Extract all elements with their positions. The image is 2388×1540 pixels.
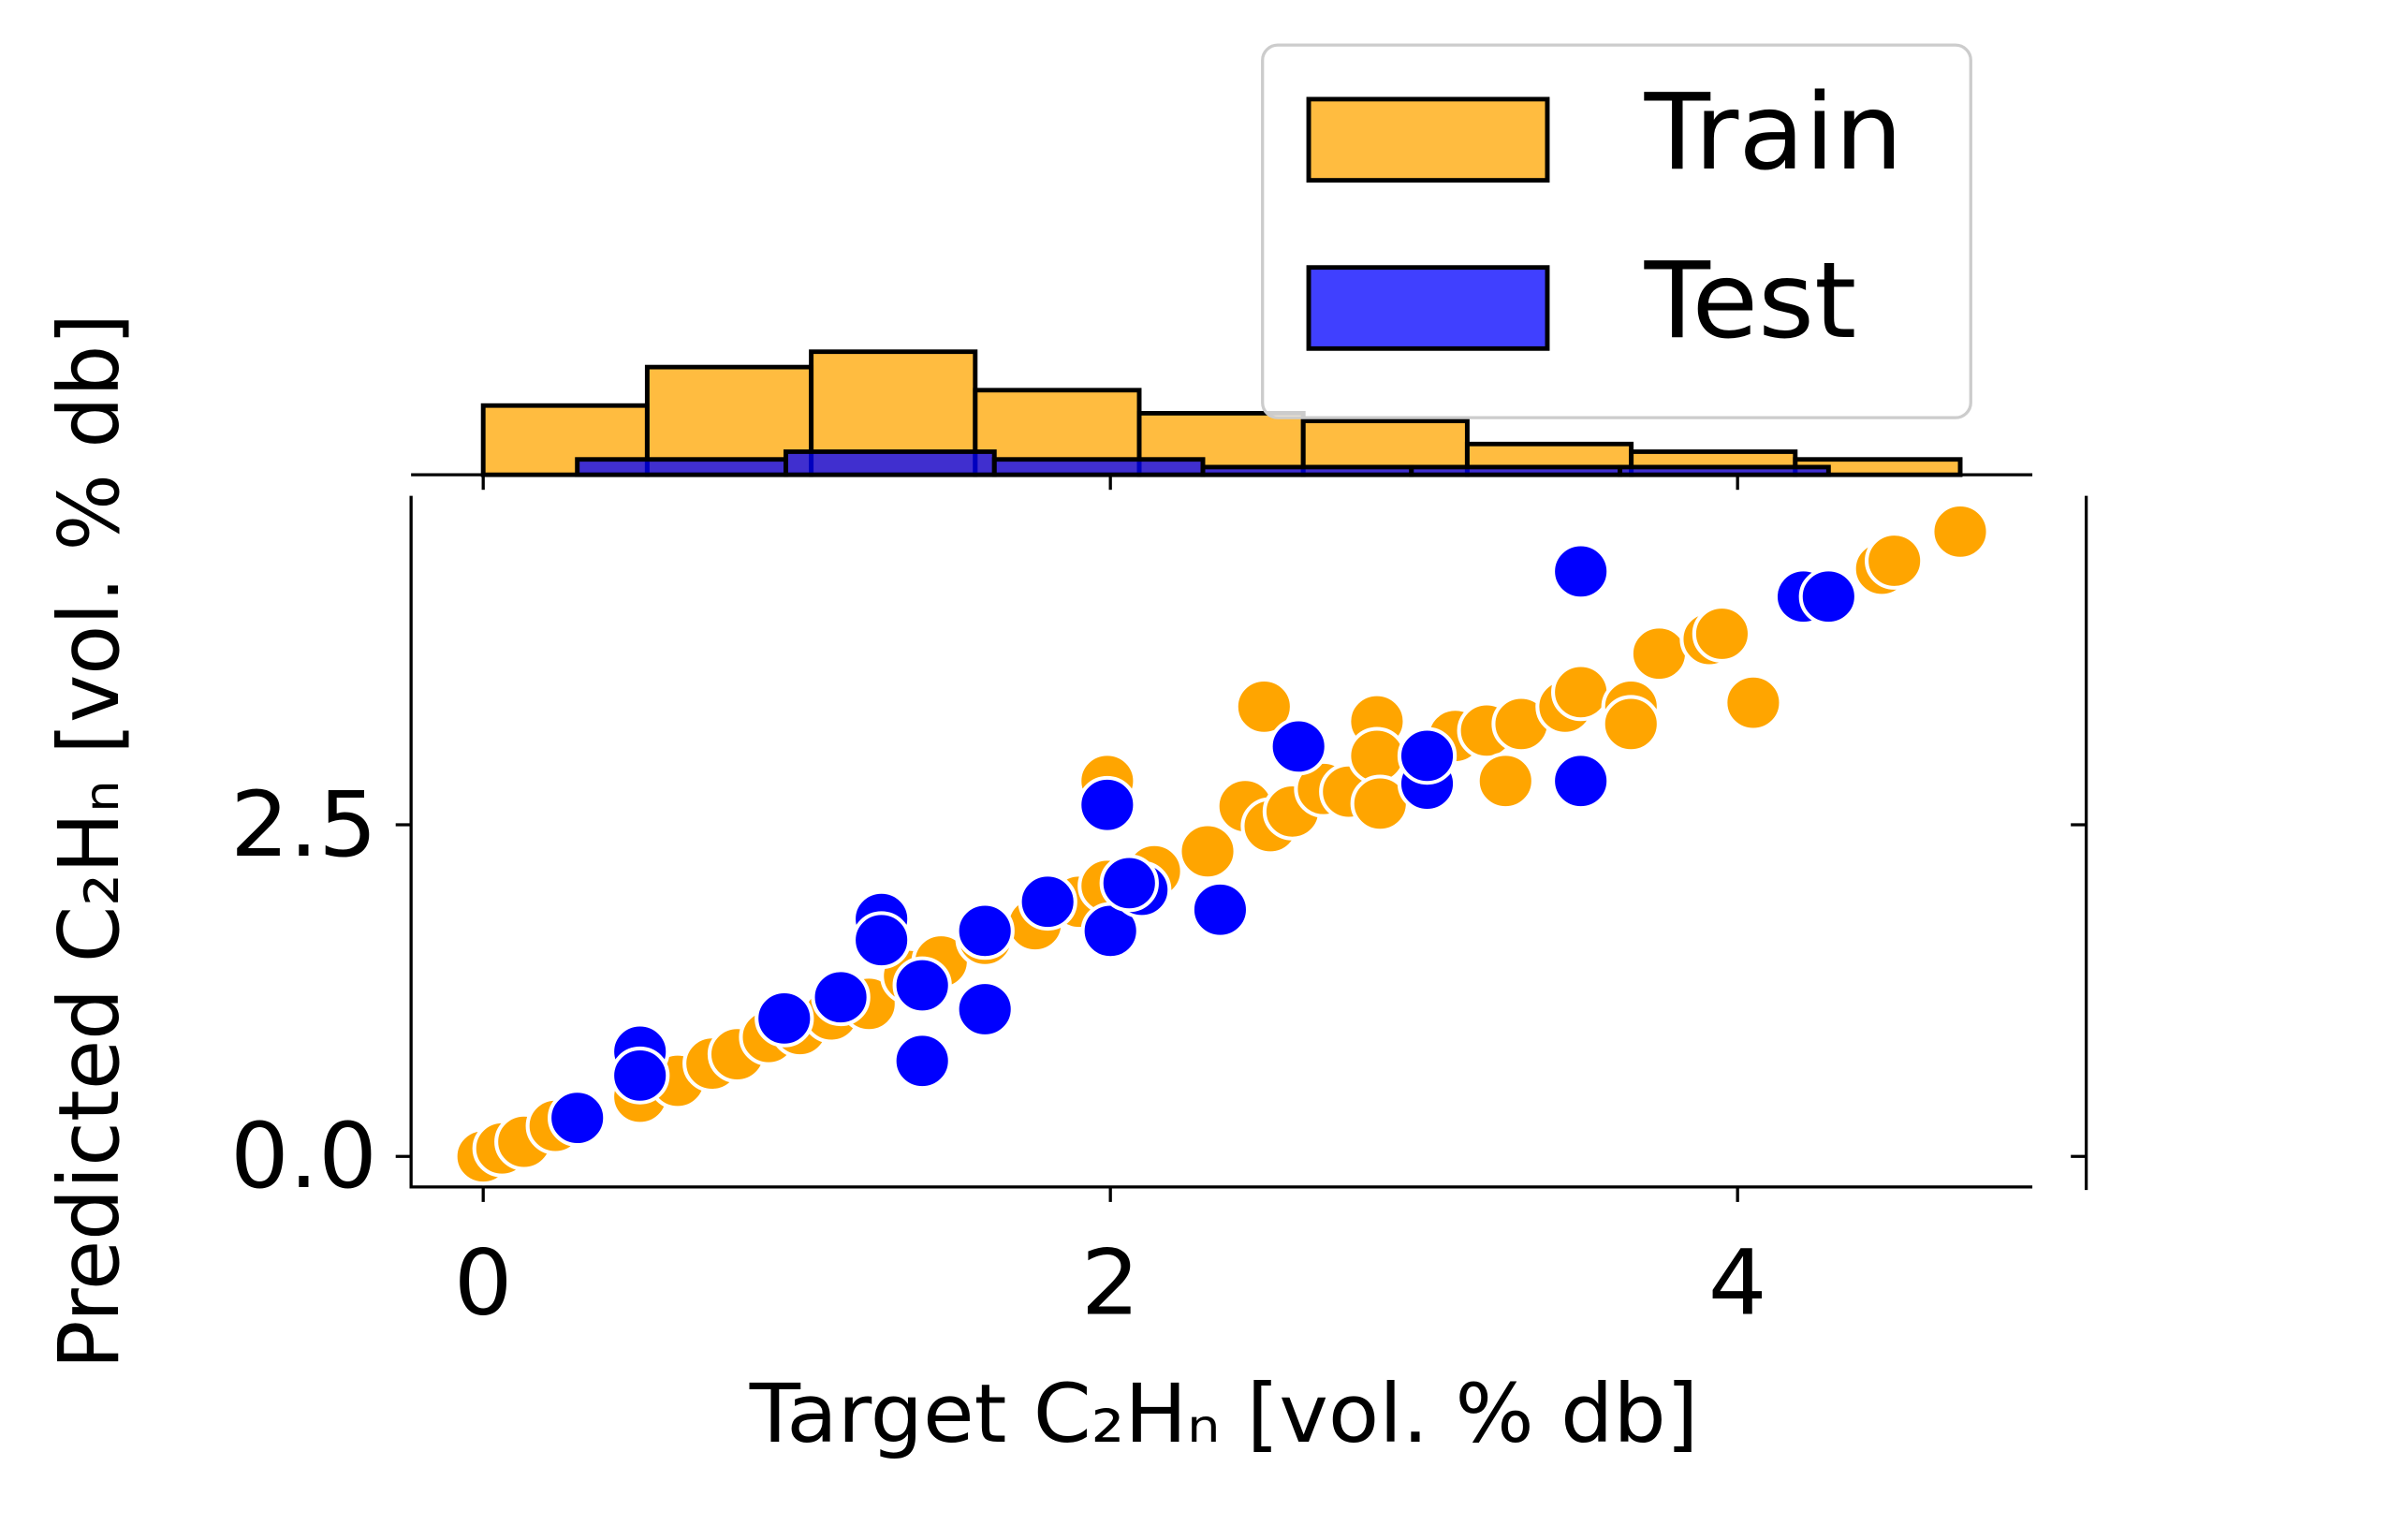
point bbox=[1190, 880, 1251, 939]
point bbox=[955, 980, 1015, 1038]
legend-swatch bbox=[1306, 96, 1550, 183]
point bbox=[892, 1032, 952, 1091]
legend-label: Train bbox=[1644, 70, 1903, 193]
point bbox=[955, 902, 1015, 961]
point bbox=[1077, 775, 1137, 834]
x-axis-label: Target C₂Hₙ [vol. % db] bbox=[749, 1367, 1699, 1461]
point bbox=[610, 1046, 670, 1105]
y-tick-label: 0.0 bbox=[230, 1104, 377, 1209]
point bbox=[892, 956, 952, 1015]
point bbox=[1798, 567, 1858, 626]
x-tick-label: 2 bbox=[1081, 1231, 1140, 1336]
point bbox=[1099, 854, 1159, 913]
legend-label: Test bbox=[1644, 239, 1857, 361]
point bbox=[851, 911, 912, 970]
point bbox=[548, 1089, 608, 1148]
point bbox=[811, 968, 871, 1027]
x-tick-label: 4 bbox=[1708, 1231, 1767, 1336]
point bbox=[1629, 624, 1690, 683]
point bbox=[1692, 605, 1752, 663]
point bbox=[1347, 726, 1407, 785]
x-tick-label: 0 bbox=[454, 1231, 513, 1336]
point bbox=[1723, 673, 1783, 732]
y-tick-label: 2.5 bbox=[230, 772, 377, 877]
point bbox=[754, 990, 814, 1048]
point bbox=[1268, 717, 1328, 776]
point bbox=[1601, 695, 1661, 754]
legend-swatch bbox=[1306, 265, 1550, 351]
point bbox=[1178, 822, 1238, 881]
point bbox=[1551, 752, 1611, 811]
hist-bar bbox=[991, 457, 1206, 477]
point bbox=[1551, 542, 1611, 601]
point bbox=[1397, 726, 1458, 785]
hist-bar bbox=[783, 449, 997, 477]
point bbox=[1018, 873, 1077, 931]
point bbox=[1551, 663, 1611, 722]
hist-bar bbox=[575, 457, 788, 477]
y-axis-label: Predicted C₂Hₙ [vol. % db] bbox=[41, 314, 138, 1370]
point bbox=[1865, 532, 1925, 590]
point bbox=[1930, 502, 1990, 561]
point bbox=[1475, 752, 1535, 811]
point bbox=[1234, 678, 1294, 736]
